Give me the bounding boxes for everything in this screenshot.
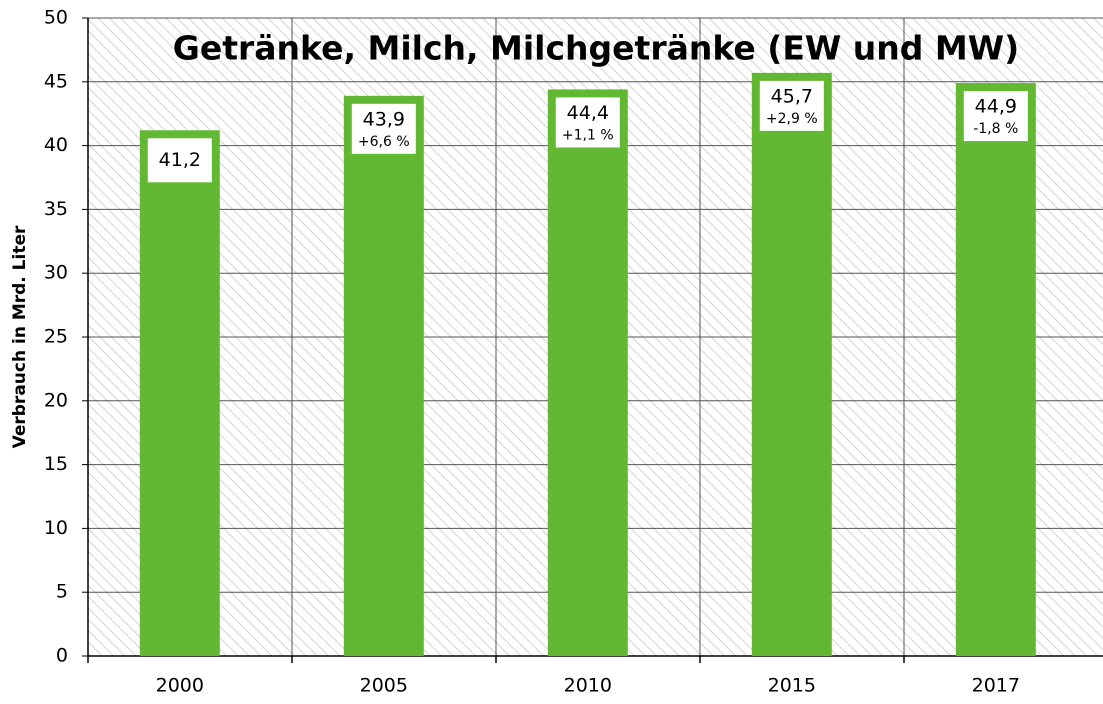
value-label: 45,7	[771, 85, 813, 107]
x-tick-label: 2015	[768, 675, 816, 697]
y-tick-label: 5	[56, 581, 68, 603]
y-tick-label: 45	[44, 70, 68, 92]
change-label: -1,8 %	[973, 121, 1018, 137]
bar	[955, 83, 1036, 657]
y-tick-label: 15	[44, 453, 68, 475]
value-label-box	[147, 138, 212, 183]
y-tick-label: 10	[44, 517, 68, 539]
value-label-box	[351, 103, 416, 154]
value-label: 44,9	[975, 96, 1017, 118]
y-tick-label: 25	[44, 326, 68, 348]
value-label: 43,9	[363, 108, 405, 130]
bar	[139, 130, 220, 657]
x-tick-label: 2010	[564, 675, 612, 697]
change-label: +1,1 %	[562, 127, 614, 143]
change-label: +6,6 %	[358, 134, 410, 150]
bar	[343, 95, 424, 656]
change-label: +2,9 %	[766, 111, 818, 127]
value-label: 44,4	[567, 102, 609, 124]
value-label: 41,2	[159, 149, 201, 171]
value-label-box	[555, 97, 620, 148]
y-tick-label: 40	[44, 134, 68, 156]
x-tick-label: 2017	[972, 675, 1020, 697]
value-label-box	[759, 80, 824, 131]
bar	[547, 89, 628, 657]
y-tick-label: 35	[44, 198, 68, 220]
y-tick-label: 30	[44, 262, 68, 284]
value-label-box	[963, 91, 1028, 142]
y-tick-label: 20	[44, 389, 68, 411]
y-tick-label: 50	[44, 7, 68, 29]
bar	[751, 72, 832, 657]
y-tick-label: 0	[56, 645, 68, 667]
chart-title: Getränke, Milch, Milchgetränke (EW und M…	[173, 29, 1019, 68]
x-tick-label: 2000	[156, 675, 204, 697]
y-axis-label: Verbrauch in Mrd. Liter	[10, 225, 30, 448]
x-tick-label: 2005	[360, 675, 408, 697]
